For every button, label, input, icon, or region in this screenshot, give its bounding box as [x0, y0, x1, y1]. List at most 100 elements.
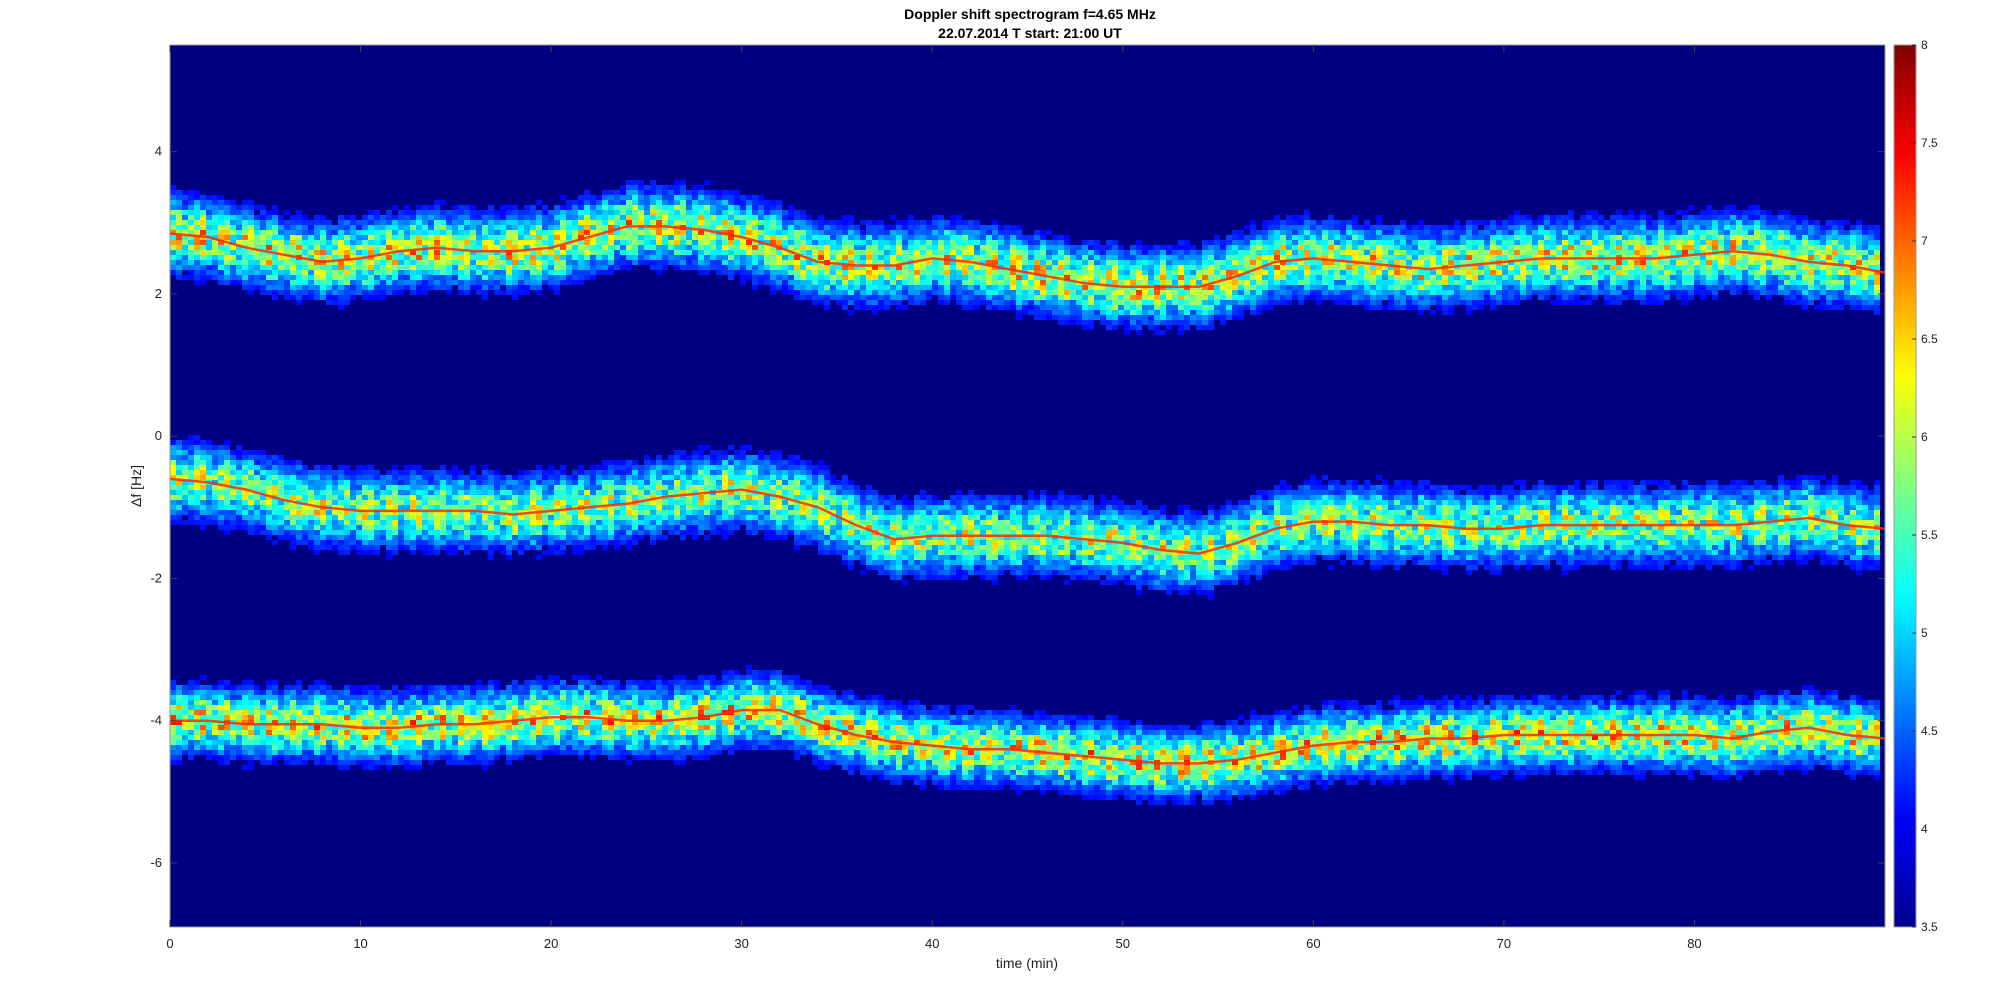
heatmap-cell — [302, 540, 308, 545]
heatmap-cell — [506, 555, 512, 560]
heatmap-cell — [368, 480, 374, 485]
heatmap-cell — [434, 265, 440, 270]
heatmap-cell — [254, 750, 260, 755]
heatmap-cell — [740, 675, 746, 680]
heatmap-cell — [428, 480, 434, 485]
heatmap-cell — [482, 535, 488, 540]
heatmap-cell — [518, 485, 524, 490]
heatmap-cell — [242, 200, 248, 205]
heatmap-cell — [728, 195, 734, 200]
heatmap-cell — [752, 510, 758, 515]
heatmap-cell — [296, 690, 302, 695]
heatmap-cell — [182, 510, 188, 515]
heatmap-cell — [194, 275, 200, 280]
heatmap-cell — [182, 205, 188, 210]
heatmap-cell — [650, 480, 656, 485]
heatmap-cell — [764, 280, 770, 285]
heatmap-cell — [362, 700, 368, 705]
heatmap-cell — [542, 490, 548, 495]
heatmap-cell — [440, 750, 446, 755]
heatmap-cell — [734, 270, 740, 275]
heatmap-cell — [758, 675, 764, 680]
heatmap-cell — [200, 505, 206, 510]
heatmap-cell — [674, 265, 680, 270]
heatmap-cell — [266, 220, 272, 225]
heatmap-cell — [692, 690, 698, 695]
heatmap-cell — [554, 545, 560, 550]
heatmap-cell — [716, 495, 722, 500]
heatmap-cell — [578, 545, 584, 550]
heatmap-cell — [176, 510, 182, 515]
heatmap-cell — [416, 530, 422, 535]
heatmap-cell — [284, 225, 290, 230]
heatmap-cell — [224, 510, 230, 515]
heatmap-cell — [686, 210, 692, 215]
heatmap-cell — [488, 470, 494, 475]
heatmap-cell — [350, 750, 356, 755]
heatmap-cell — [428, 535, 434, 540]
heatmap-cell — [452, 735, 458, 740]
heatmap-cell — [284, 465, 290, 470]
heatmap-cell — [602, 200, 608, 205]
heatmap-cell — [170, 520, 176, 525]
heatmap-cell — [200, 510, 206, 515]
heatmap-cell — [392, 245, 398, 250]
heatmap-cell — [272, 525, 278, 530]
heatmap-cell — [746, 695, 752, 700]
heatmap-cell — [176, 475, 182, 480]
heatmap-cell — [674, 730, 680, 735]
heatmap-cell — [602, 465, 608, 470]
heatmap-cell — [758, 270, 764, 275]
heatmap-cell — [284, 485, 290, 490]
heatmap-cell — [350, 715, 356, 720]
heatmap-cell — [206, 230, 212, 235]
heatmap-cell — [266, 730, 272, 735]
heatmap-cell — [248, 290, 254, 295]
heatmap-cell — [284, 745, 290, 750]
heatmap-cell — [272, 230, 278, 235]
heatmap-cell — [308, 720, 314, 725]
heatmap-cell — [212, 195, 218, 200]
heatmap-cell — [656, 190, 662, 195]
heatmap-cell — [698, 450, 704, 455]
heatmap-cell — [518, 530, 524, 535]
heatmap-cell — [314, 760, 320, 765]
heatmap-cell — [488, 740, 494, 745]
heatmap-cell — [242, 520, 248, 525]
heatmap-cell — [524, 480, 530, 485]
heatmap-cell — [482, 685, 488, 690]
heatmap-cell — [434, 215, 440, 220]
heatmap-cell — [638, 200, 644, 205]
heatmap-cell — [764, 475, 770, 480]
heatmap-cell — [476, 700, 482, 705]
heatmap-cell — [752, 685, 758, 690]
heatmap-cell — [746, 265, 752, 270]
heatmap-cell — [374, 690, 380, 695]
heatmap-cell — [614, 465, 620, 470]
heatmap-cell — [746, 255, 752, 260]
heatmap-cell — [620, 190, 626, 195]
heatmap-cell — [356, 495, 362, 500]
heatmap-cell — [254, 450, 260, 455]
heatmap-cell — [242, 750, 248, 755]
heatmap-cell — [404, 685, 410, 690]
heatmap-cell — [554, 705, 560, 710]
heatmap-cell — [368, 765, 374, 770]
heatmap-cell — [356, 490, 362, 495]
heatmap-cell — [350, 270, 356, 275]
heatmap-cell — [602, 730, 608, 735]
heatmap-cell — [722, 200, 728, 205]
heatmap-cell — [668, 480, 674, 485]
heatmap-cell — [734, 215, 740, 220]
heatmap-cell — [362, 495, 368, 500]
heatmap-cell — [620, 695, 626, 700]
heatmap-cell — [524, 715, 530, 720]
heatmap-cell — [716, 530, 722, 535]
heatmap-cell — [188, 730, 194, 735]
heatmap-cell — [410, 520, 416, 525]
heatmap-cell — [680, 190, 686, 195]
heatmap-cell — [302, 505, 308, 510]
heatmap-cell — [332, 690, 338, 695]
heatmap-cell — [698, 745, 704, 750]
heatmap-cell — [308, 240, 314, 245]
